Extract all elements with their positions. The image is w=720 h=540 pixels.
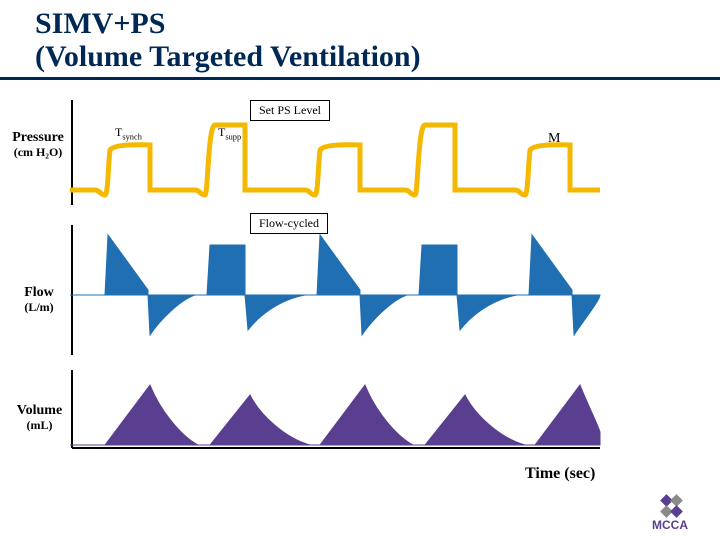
flow-waveform	[0, 225, 620, 360]
tsynch-sub: synch	[122, 132, 142, 141]
time-label: Time (sec)	[525, 465, 595, 483]
flow-cycled-box: Flow-cycled	[250, 213, 328, 234]
logo-text: MCCA	[652, 518, 688, 532]
flow-label: Flow (L/m)	[14, 285, 64, 316]
pressure-unit: (cm H₂O)	[14, 145, 63, 159]
chart-area: Pressure (cm H₂O) Tsynch Tsupp Set PS Le…	[0, 95, 720, 495]
flow-unit: (L/m)	[24, 300, 53, 314]
flow-text: Flow	[24, 285, 54, 300]
title-line-2: (Volume Targeted Ventilation)	[35, 40, 685, 78]
title-line-1: SIMV+PS	[35, 8, 685, 40]
volume-waveform	[0, 370, 620, 465]
mcca-logo: MCCA	[648, 494, 708, 532]
volume-label: Volume (mL)	[12, 403, 67, 434]
pressure-text: Pressure	[12, 130, 64, 145]
tsupp-sub: supp	[225, 132, 241, 141]
volume-text: Volume	[17, 403, 62, 418]
m-label: M	[548, 131, 560, 147]
logo-svg: MCCA	[648, 494, 708, 532]
tsynch-label: Tsynch	[115, 125, 142, 141]
volume-unit: (mL)	[27, 418, 53, 432]
tsupp-label: Tsupp	[218, 125, 241, 141]
title-box: SIMV+PS (Volume Targeted Ventilation)	[0, 0, 720, 80]
set-ps-box: Set PS Level	[250, 100, 330, 121]
pressure-label: Pressure (cm H₂O)	[8, 130, 68, 161]
